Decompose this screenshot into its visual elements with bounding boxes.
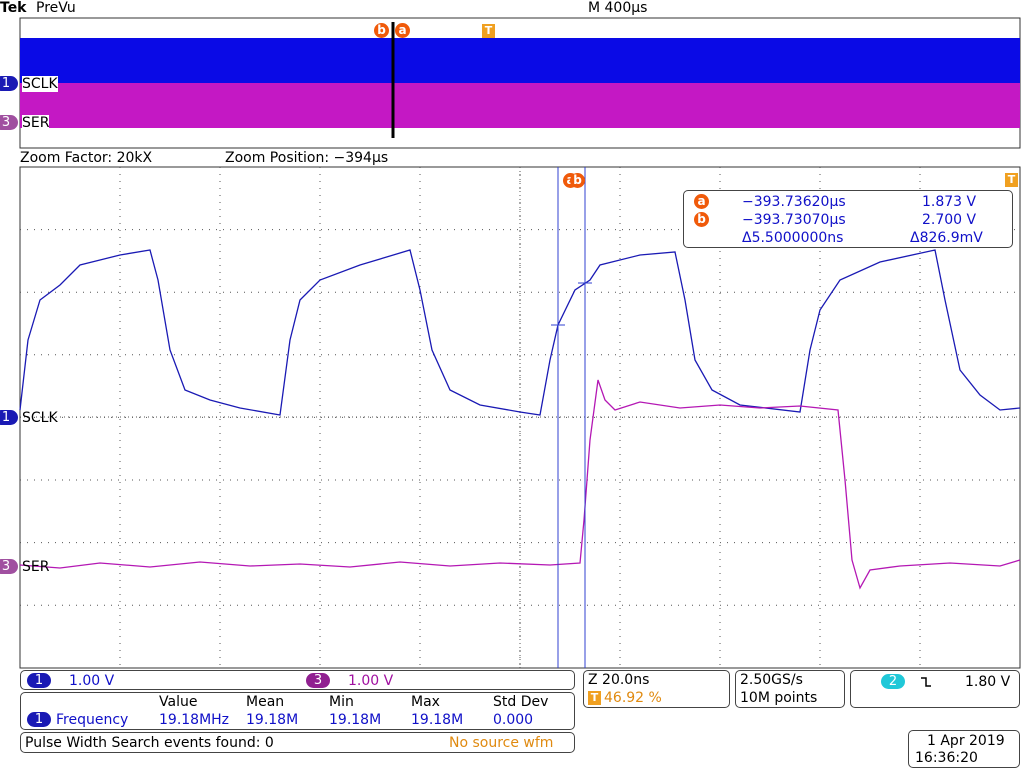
mode: PreVu [36, 0, 76, 16]
measurement-channel: 1 [27, 712, 51, 727]
measurement-header: Std Dev [493, 694, 549, 710]
readout-b: b [694, 212, 709, 227]
zoom-factor: Zoom Factor: 20kX [20, 150, 153, 166]
measurement-name: Frequency [56, 712, 129, 728]
overview-ch3: 3 [0, 115, 18, 130]
readout-b-time: −393.73070µs [742, 212, 846, 228]
ch1-label: SCLK [22, 410, 58, 426]
ch3-label: SER [22, 559, 50, 575]
measurement-header: Min [329, 694, 354, 710]
overview-cursor-a: a [395, 23, 410, 38]
readout-delta-volts: Δ826.9mV [910, 230, 983, 246]
measurement-header: Value [159, 694, 198, 710]
sclk-trace [19, 249, 1021, 416]
measurement-box: Value Mean Min Max Std Dev 1 Frequency 19.18MHz… [20, 692, 575, 730]
trigger-level: 1.80 V [965, 674, 1011, 690]
ch1-badge[interactable]: 1 [27, 673, 51, 688]
overview-ch3-label: SER [22, 115, 50, 131]
readout-a: a [694, 194, 709, 209]
trigger-position-icon: T [588, 691, 601, 705]
trigger-box[interactable]: 2 1.80 V [850, 670, 1020, 708]
measurement-value: 0.000 [493, 712, 534, 728]
brand: Tek [0, 0, 27, 16]
ch1-scale[interactable]: 1.00 V [69, 673, 115, 689]
date: 1 Apr 2019 [927, 733, 1005, 749]
measurement-header: Max [411, 694, 440, 710]
ser-trace [19, 379, 1021, 590]
zoom-box[interactable]: Z 20.0ns T 46.92 % [583, 670, 730, 708]
readout-b-volts: 2.700 V [922, 212, 977, 228]
acquisition-box[interactable]: 2.50GS/s 10M points [735, 670, 845, 708]
overview-sclk [20, 38, 1020, 83]
time: 16:36:20 [915, 750, 978, 766]
zoom-position: Zoom Position: −394µs [225, 150, 389, 166]
readout-a-time: −393.73620µs [742, 194, 846, 210]
trigger-slope [921, 677, 931, 687]
main-trigger: T [1005, 173, 1018, 187]
overview-cursor-b: b [374, 23, 389, 38]
search-box: Pulse Width Search events found: 0 No so… [20, 732, 575, 753]
datetime-box: 1 Apr 2019 16:36:20 [908, 730, 1020, 768]
trigger-position: 46.92 % [604, 690, 662, 706]
readout-delta-time: Δ5.5000000ns [742, 230, 844, 246]
cursor-crosshair [551, 282, 592, 326]
measurement-value: 19.18M [329, 712, 382, 728]
ch3-marker: 3 [0, 559, 18, 574]
overview-ser [20, 83, 1020, 128]
trigger-source: 2 [881, 674, 905, 689]
overview-ch1-label: SCLK [22, 76, 58, 92]
search-note: No source wfm [449, 735, 554, 751]
vertical-box: 1 1.00 V 3 1.00 V [20, 670, 575, 690]
measurement-value: 19.18M [411, 712, 464, 728]
ch3-badge[interactable]: 3 [306, 673, 330, 688]
search-text: Pulse Width Search events found: 0 [25, 735, 274, 751]
zoom-scale: Z 20.0ns [588, 672, 650, 688]
overview-trigger: T [482, 24, 495, 38]
measurement-value: 19.18MHz [159, 712, 230, 728]
ch1-marker: 1 [0, 410, 18, 425]
readout-a-volts: 1.873 V [922, 194, 977, 210]
cursor-readout: a −393.73620µs 1.873 V b −393.73070µs 2.… [683, 190, 1013, 248]
measurement-header: Mean [246, 694, 285, 710]
record-length: 10M points [740, 690, 818, 706]
overview-ch1: 1 [0, 76, 18, 91]
timebase: M 400µs [588, 0, 648, 16]
measurement-value: 19.18M [246, 712, 299, 728]
cursor-b-marker: b [570, 173, 585, 188]
ch3-scale[interactable]: 1.00 V [348, 673, 394, 689]
sample-rate: 2.50GS/s [740, 672, 803, 688]
